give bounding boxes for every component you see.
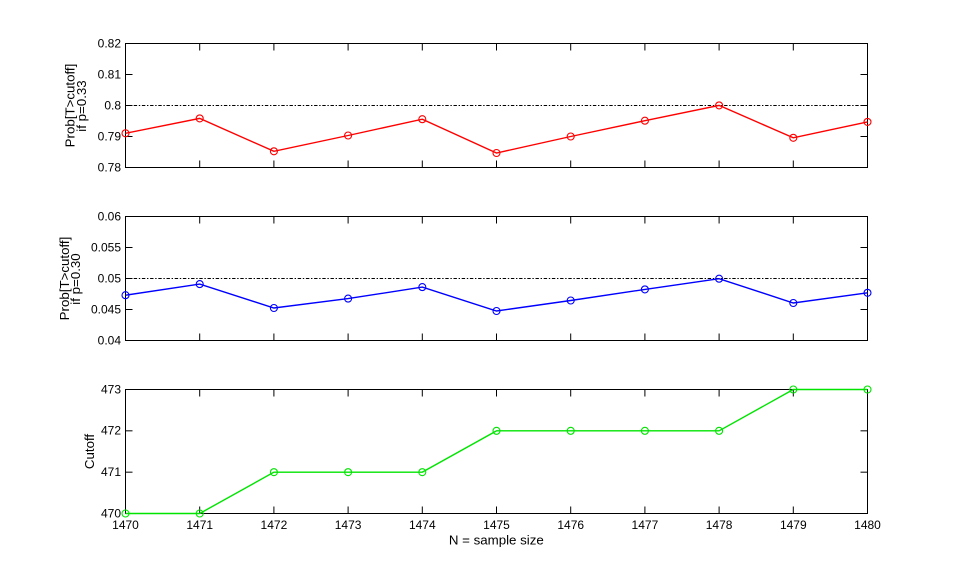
svg-text:1480: 1480 xyxy=(854,518,881,532)
svg-text:1479: 1479 xyxy=(780,518,807,532)
svg-text:N = sample size: N = sample size xyxy=(449,533,544,548)
svg-text:1471: 1471 xyxy=(186,518,213,532)
svg-text:0.05: 0.05 xyxy=(98,271,122,285)
svg-text:Prob[T>cutoff]: Prob[T>cutoff] xyxy=(57,237,72,321)
svg-text:0.04: 0.04 xyxy=(98,333,122,347)
svg-text:0.78: 0.78 xyxy=(98,160,122,174)
svg-text:1475: 1475 xyxy=(483,518,510,532)
svg-text:472: 472 xyxy=(101,424,121,438)
svg-text:1473: 1473 xyxy=(335,518,362,532)
svg-text:1470: 1470 xyxy=(112,518,139,532)
svg-text:1478: 1478 xyxy=(706,518,733,532)
svg-text:470: 470 xyxy=(101,506,121,520)
svg-text:1472: 1472 xyxy=(261,518,288,532)
svg-text:0.045: 0.045 xyxy=(91,302,121,316)
svg-text:1474: 1474 xyxy=(409,518,436,532)
svg-text:471: 471 xyxy=(101,465,121,479)
svg-text:473: 473 xyxy=(101,382,121,396)
svg-text:0.81: 0.81 xyxy=(98,67,122,81)
svg-text:if p=0.30: if p=0.30 xyxy=(68,253,83,304)
svg-text:Cutoff: Cutoff xyxy=(82,434,97,470)
svg-text:0.06: 0.06 xyxy=(98,209,122,223)
svg-text:Prob[T>cutoff]: Prob[T>cutoff] xyxy=(63,64,78,148)
svg-text:1476: 1476 xyxy=(557,518,584,532)
svg-text:0.82: 0.82 xyxy=(98,36,122,50)
svg-text:0.79: 0.79 xyxy=(98,129,122,143)
svg-text:if p=0.33: if p=0.33 xyxy=(74,80,89,131)
svg-text:1477: 1477 xyxy=(632,518,659,532)
svg-text:0.8: 0.8 xyxy=(104,98,121,112)
svg-text:0.055: 0.055 xyxy=(91,240,121,254)
